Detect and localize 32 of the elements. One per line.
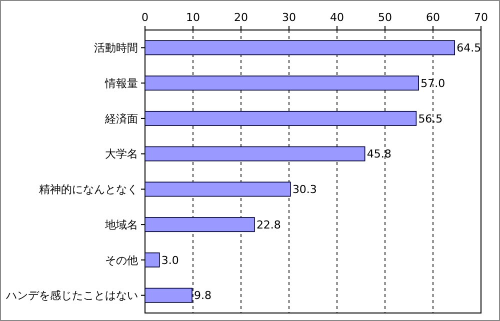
x-tick-label: 40	[330, 11, 344, 24]
bar	[144, 217, 255, 232]
bar	[144, 146, 366, 162]
bar	[144, 76, 419, 91]
y-tick-label: 情報量	[104, 76, 138, 90]
data-label: 57.0	[420, 76, 446, 90]
x-tick-label: 30	[282, 11, 296, 24]
y-tick-label: 大学名	[105, 148, 138, 161]
x-tick-label: 60	[426, 11, 440, 24]
x-tick-label: 50	[378, 11, 392, 24]
bar	[144, 182, 291, 197]
y-tick-label: ハンデを感じたことはない	[5, 289, 138, 302]
bar	[144, 40, 455, 56]
data-label: 45.8	[366, 148, 392, 161]
data-label: 64.5	[456, 42, 482, 55]
y-tick-label: 精神的になんとなく	[39, 183, 138, 196]
bar	[144, 110, 417, 126]
y-tick-label: 経済面	[104, 112, 138, 126]
data-label: 22.8	[256, 218, 281, 232]
bar	[144, 288, 192, 303]
y-tick-label: 地域名	[104, 218, 138, 232]
data-label: 9.8	[194, 289, 212, 302]
bar	[144, 252, 160, 268]
y-tick-label: 活動時間	[94, 42, 138, 55]
x-tick-label: 70	[474, 11, 488, 24]
x-tick-label: 0	[142, 11, 148, 24]
data-label: 3.0	[161, 254, 179, 267]
data-label: 56.5	[418, 112, 443, 126]
x-tick-label: 10	[186, 11, 200, 24]
y-tick-label: その他	[105, 254, 138, 267]
x-tick-label: 20	[234, 11, 248, 24]
data-label: 30.3	[292, 183, 317, 196]
